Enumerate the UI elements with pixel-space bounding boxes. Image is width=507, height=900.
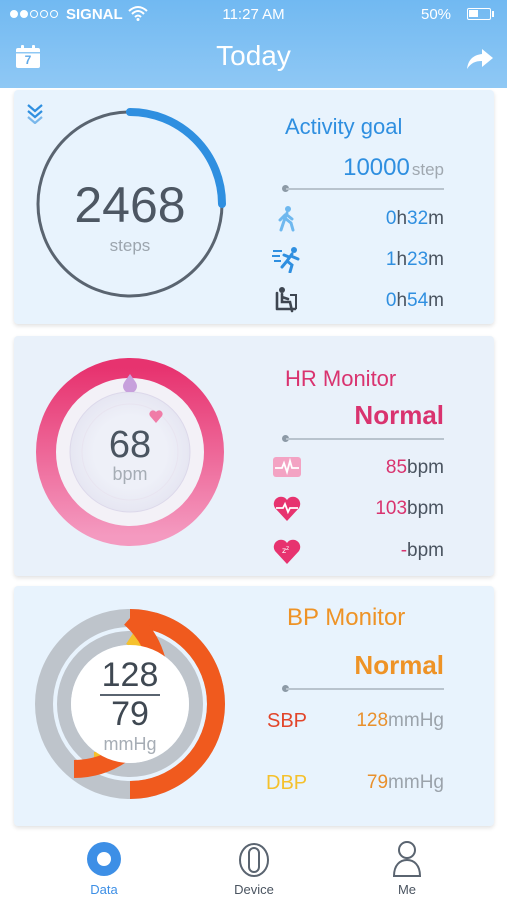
dbp-label: DBP [266, 772, 308, 794]
share-icon[interactable] [466, 47, 494, 71]
page-title: Today [216, 40, 291, 71]
resting-hr-value: 85bpm [385, 457, 444, 478]
fraction-line [100, 694, 160, 696]
hr-status: Normal [354, 400, 444, 430]
tab-me-label: Me [397, 882, 417, 897]
dbp-value: 79mmHg [366, 772, 444, 793]
sitting-duration: 0h54m [385, 290, 444, 311]
activity-card[interactable]: 2468 steps Activity goal 10000 step 0h32m… [14, 90, 494, 324]
bp-unit: mmHg [103, 734, 157, 754]
heart-rate-value: 68 [108, 424, 152, 466]
separator-line [286, 438, 444, 440]
svg-text:z: z [286, 545, 289, 552]
data-tab-icon [87, 842, 121, 876]
heart-sleep-icon: z z [273, 539, 301, 564]
blood-pressure-ring [35, 609, 225, 799]
goal-unit: step [411, 160, 444, 179]
steps-ring [34, 108, 226, 300]
tab-device-label: Device [234, 882, 274, 897]
steps-progress-arc [34, 108, 226, 300]
heart-rate-ring [36, 358, 224, 546]
bp-status: Normal [354, 650, 444, 680]
steps-count: 2468 [74, 177, 186, 233]
heart-pulse-icon [273, 496, 301, 521]
max-hr-value: 103bpm [375, 498, 444, 519]
tab-device[interactable]: Device [194, 834, 314, 900]
watch-icon [239, 843, 269, 877]
sbp-label: SBP [267, 710, 308, 732]
bp-monitor-title: BP Monitor [287, 604, 406, 631]
bp-monitor-card[interactable]: 128 79 mmHg BP Monitor Normal SBP 128mmH… [14, 586, 494, 826]
sitting-icon [275, 287, 297, 313]
collapse-chevrons-icon[interactable] [25, 102, 45, 124]
svg-text:z: z [282, 546, 286, 555]
tab-bar: Data Device Me [0, 834, 507, 900]
heart-rate-unit: bpm [112, 464, 148, 484]
hr-monitor-title: HR Monitor [285, 366, 397, 391]
small-heart-icon [149, 410, 163, 423]
person-icon [392, 841, 422, 877]
systolic-arc [129, 609, 225, 799]
systolic-value: 128 [101, 656, 159, 694]
signal-strength-icon [10, 10, 58, 18]
steps-unit-label: steps [109, 236, 151, 255]
ecg-icon [273, 457, 301, 477]
separator-dot [282, 435, 289, 442]
running-icon [272, 247, 300, 273]
tab-data[interactable]: Data [44, 834, 164, 900]
calendar-day: 7 [24, 53, 32, 67]
header-bar: SIGNAL 11:27 AM 50% 7 Today [0, 0, 507, 88]
sbp-value: 128mmHg [356, 710, 444, 731]
separator-dot [282, 685, 289, 692]
goal-value[interactable]: 10000 step [264, 154, 444, 182]
battery-icon [467, 8, 491, 20]
running-duration: 1h23m [385, 249, 444, 270]
walking-duration: 0h32m [385, 208, 444, 229]
sleep-hr-value: -bpm [400, 540, 444, 561]
hr-monitor-card[interactable]: 68 bpm HR Monitor Normal 85bpm 103bpm z … [14, 336, 494, 576]
activity-goal-title: Activity goal [285, 114, 403, 139]
diastolic-value: 79 [111, 695, 149, 733]
walking-icon [278, 206, 295, 232]
calendar-icon[interactable] [15, 45, 41, 69]
separator-line [286, 688, 444, 690]
separator-line [286, 188, 444, 190]
status-bar: SIGNAL 11:27 AM 50% [0, 0, 507, 30]
tab-data-label: Data [90, 882, 118, 897]
clock: 11:27 AM [222, 6, 285, 23]
carrier-name: SIGNAL [66, 6, 123, 23]
tab-me[interactable]: Me [347, 834, 467, 900]
goal-number: 10000 [343, 154, 410, 181]
battery-percent: 50% [421, 6, 452, 23]
wifi-icon [128, 6, 148, 21]
drop-icon [123, 374, 137, 392]
separator-dot [282, 185, 289, 192]
